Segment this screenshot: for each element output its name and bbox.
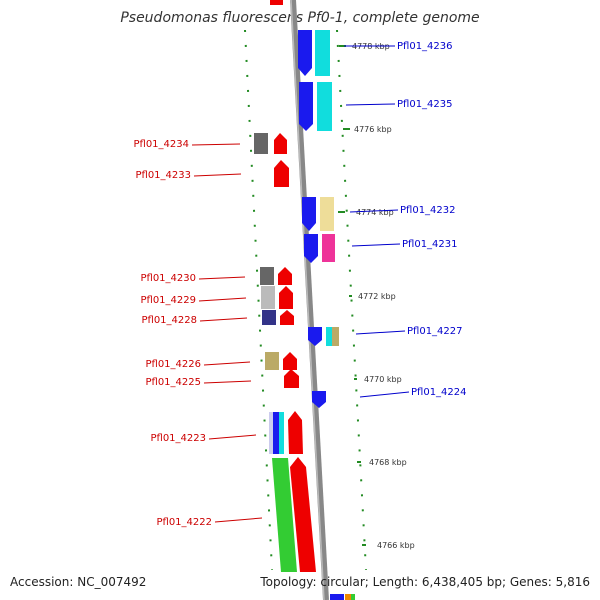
gene-arrow-4230	[278, 267, 292, 285]
label-leader-line	[351, 243, 401, 247]
gene-arrow-4228	[280, 310, 294, 325]
label-leader-line	[208, 434, 257, 440]
gene-label-reverse[interactable]: Pfl01_4223	[150, 433, 206, 444]
backbone-highlight	[290, 0, 325, 600]
gene-block-4234-grey	[254, 133, 268, 154]
gene-block-4226-khaki	[265, 352, 279, 370]
label-leader-line	[199, 317, 248, 322]
gene-block-4222-green	[272, 458, 297, 572]
label-leader-line	[345, 103, 396, 106]
accession-text: Accession: NC_007492	[10, 575, 147, 589]
reverse-gene-labels: Pfl01_4234 Pfl01_4233 Pfl01_4230 Pfl01_4…	[133, 139, 263, 528]
gene-label-forward[interactable]: Pfl01_4227	[407, 326, 463, 337]
label-leader-line	[193, 173, 242, 177]
gene-label-forward[interactable]: Pfl01_4231	[402, 239, 458, 250]
gene-arrow-4233	[274, 160, 289, 187]
gene-arrow-4232	[302, 197, 316, 231]
label-leader-line	[214, 517, 263, 523]
gene-label-reverse[interactable]: Pfl01_4222	[156, 517, 212, 528]
gene-block-bottom-green	[351, 594, 355, 600]
gene-arrow-4234	[274, 133, 287, 154]
gene-arrow-4226	[283, 352, 297, 370]
gene-block-4228-navy	[262, 310, 276, 325]
gene-label-forward[interactable]: Pfl01_4232	[400, 205, 456, 216]
gene-arrow-4222	[290, 457, 316, 572]
kbp-label: 4774 kbp	[356, 208, 394, 217]
gene-block-4223-blue	[273, 412, 279, 454]
kbp-label: 4770 kbp	[364, 375, 402, 384]
gene-label-reverse[interactable]: Pfl01_4225	[145, 377, 201, 388]
forward-gene-labels: Pfl01_4236 Pfl01_4235 Pfl01_4232 Pfl01_4…	[344, 41, 467, 398]
gene-label-reverse[interactable]: Pfl01_4228	[141, 315, 197, 326]
gene-label-reverse[interactable]: Pfl01_4234	[133, 139, 189, 150]
label-leader-line	[198, 297, 247, 302]
label-leader-line	[359, 391, 410, 398]
genome-summary-text: Topology: circular; Length: 6,438,405 bp…	[260, 575, 590, 589]
gene-label-reverse[interactable]: Pfl01_4230	[140, 273, 196, 284]
gene-arrow-4223	[288, 411, 303, 454]
label-leader-line	[203, 361, 251, 366]
gene-label-forward[interactable]: Pfl01_4224	[411, 387, 467, 398]
gene-label-forward[interactable]: Pfl01_4235	[397, 99, 453, 110]
gene-block-4223-white	[269, 412, 273, 454]
gene-block-4235	[317, 82, 332, 131]
gene-block-4229-grey	[261, 286, 275, 309]
gene-arrow-4227	[308, 327, 322, 346]
label-leader-line	[191, 143, 241, 146]
gene-label-reverse[interactable]: Pfl01_4233	[135, 170, 191, 181]
gene-arrow-4224	[312, 391, 326, 408]
kbp-label: 4776 kbp	[354, 125, 392, 134]
gene-arrow-4225	[284, 369, 299, 388]
kbp-label: 4772 kbp	[358, 292, 396, 301]
backbone-line	[290, 0, 329, 600]
label-leader-line	[349, 209, 399, 213]
gene-block-4227a	[326, 327, 332, 346]
gene-arrow-4235	[299, 82, 313, 131]
label-leader-line	[198, 276, 246, 280]
gene-arrow-4229	[279, 286, 293, 309]
gene-label-forward[interactable]: Pfl01_4236	[397, 41, 453, 52]
gene-block-4231	[322, 234, 335, 262]
gene-arrow-4236	[298, 30, 312, 76]
kbp-label: 4768 kbp	[369, 458, 407, 467]
gene-block-4230-grey	[260, 267, 274, 285]
gene-block-4223-cyan	[279, 412, 284, 454]
label-leader-line	[355, 330, 406, 335]
gene-block-4227b	[332, 327, 339, 346]
gene-label-reverse[interactable]: Pfl01_4229	[140, 295, 196, 306]
kbp-scale: 4778 kbp 4776 kbp 4774 kbp 4772 kbp 4770…	[338, 42, 415, 550]
gene-block-4236	[315, 30, 330, 76]
map-title: Pseudomonas fluorescens Pf0-1, complete …	[120, 10, 480, 26]
gene-label-reverse[interactable]: Pfl01_4226	[145, 359, 201, 370]
gene-block-bottom-orange	[345, 594, 351, 600]
gene-block-bottom-blue	[330, 594, 344, 600]
gene-block-4232	[320, 197, 334, 231]
gene-block-top-partial	[270, 0, 283, 5]
left-guide-line	[244, 29, 273, 571]
gene-arrow-4231	[304, 234, 318, 263]
right-guide-line	[336, 29, 367, 571]
label-leader-line	[203, 380, 252, 384]
kbp-label: 4766 kbp	[377, 541, 415, 550]
